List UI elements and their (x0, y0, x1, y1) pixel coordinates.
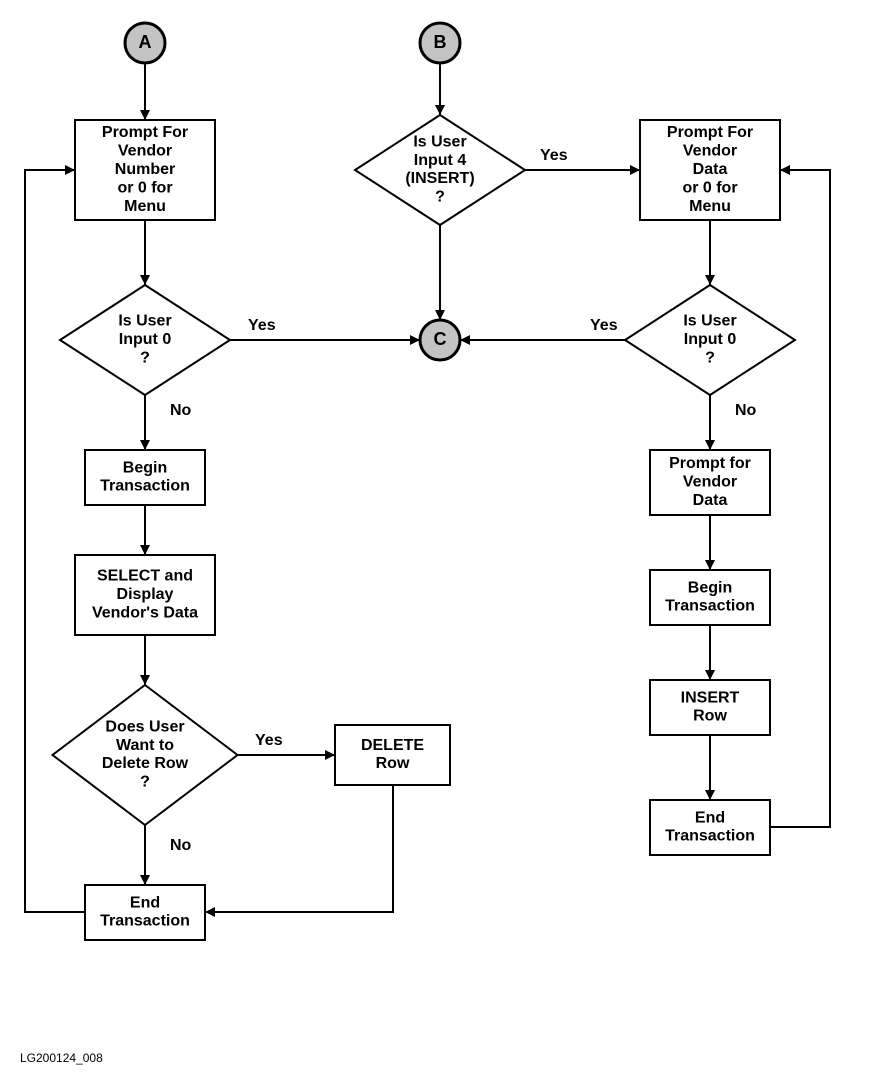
edge-label-e-d1-p2: No (170, 402, 192, 419)
node-p5: EndTransaction (85, 885, 205, 940)
node-p8: BeginTransaction (650, 570, 770, 625)
node-d2: Does UserWant toDelete Row? (53, 685, 238, 825)
node-p2: BeginTransaction (85, 450, 205, 505)
flowchart-diagram: No No Yes Yes Yes Yes No A B C Prompt ForVendorNum… (0, 0, 882, 1092)
edge-label-e-d3-p6: Yes (540, 147, 568, 164)
edge-label-e-d4-c: Yes (590, 317, 618, 334)
node-d1: Is UserInput 0? (60, 285, 230, 395)
edge-label-e-d1-c: Yes (248, 317, 276, 334)
edge-label-e-d2-p4: Yes (255, 732, 283, 749)
edge-label-e-d4-p7: No (735, 402, 757, 419)
node-B: B (420, 23, 460, 63)
edge-label-e-d2-p5: No (170, 837, 192, 854)
node-p4: DELETERow (335, 725, 450, 785)
node-C: C (420, 320, 460, 360)
node-d4: Is UserInput 0? (625, 285, 795, 395)
node-p9: INSERTRow (650, 680, 770, 735)
node-d3: Is UserInput 4(INSERT)? (355, 115, 525, 225)
node-p10: EndTransaction (650, 800, 770, 855)
node-B-label: B (434, 32, 447, 52)
footer-label: LG200124_008 (20, 1051, 103, 1065)
node-A-label: A (139, 32, 152, 52)
node-p1: Prompt ForVendorNumberor 0 forMenu (75, 120, 215, 220)
node-C-label: C (434, 329, 447, 349)
node-p6: Prompt ForVendorDataor 0 forMenu (640, 120, 780, 220)
edge-e-p5-p1 (25, 170, 85, 912)
node-A: A (125, 23, 165, 63)
edge-e-p4-p5 (205, 785, 393, 912)
edge-e-p10-p6 (770, 170, 830, 827)
node-p3: SELECT andDisplayVendor's Data (75, 555, 215, 635)
node-p7: Prompt forVendorData (650, 450, 770, 515)
